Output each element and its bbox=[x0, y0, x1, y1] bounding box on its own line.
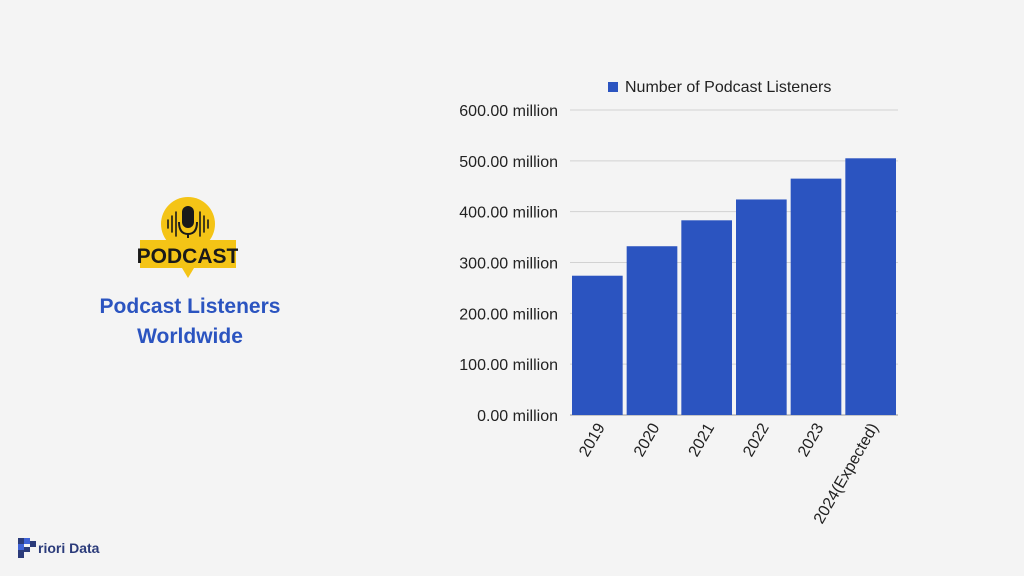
legend-label: Number of Podcast Listeners bbox=[625, 79, 831, 96]
x-tick-label: 2023 bbox=[795, 420, 828, 459]
y-tick-label: 500.00 million bbox=[459, 154, 558, 171]
y-tick-label: 400.00 million bbox=[459, 205, 558, 222]
bar bbox=[790, 178, 842, 415]
x-tick-label: 2022 bbox=[740, 420, 773, 459]
bar bbox=[572, 275, 623, 415]
brand-logo: riori Data bbox=[18, 537, 99, 559]
brand-mark-icon bbox=[18, 538, 36, 558]
x-tick-label: 2020 bbox=[631, 420, 664, 459]
brand-name: riori Data bbox=[38, 540, 100, 556]
y-tick-label: 0.00 million bbox=[477, 408, 558, 425]
y-tick-label: 100.00 million bbox=[459, 357, 558, 374]
y-tick-label: 300.00 million bbox=[459, 256, 558, 273]
y-tick-label: 600.00 million bbox=[459, 103, 558, 120]
y-tick-label: 200.00 million bbox=[459, 306, 558, 323]
bar bbox=[681, 220, 732, 415]
x-tick-label: 2021 bbox=[686, 420, 719, 459]
bar bbox=[736, 199, 787, 415]
legend-swatch bbox=[608, 82, 618, 92]
bar bbox=[845, 158, 896, 415]
bar bbox=[626, 246, 678, 415]
x-tick-label: 2019 bbox=[576, 420, 609, 459]
page-title: Podcast Listeners Worldwide bbox=[99, 295, 281, 348]
podcast-logo-text: PODCAST bbox=[138, 245, 238, 268]
podcast-logo: PODCAST bbox=[138, 197, 238, 278]
